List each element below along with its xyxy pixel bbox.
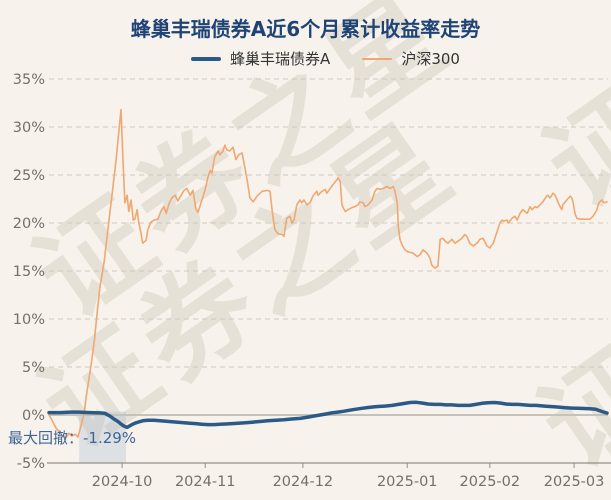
x-tick-label: 2025-02 (460, 474, 521, 490)
series-line-index (48, 108, 608, 439)
legend-label-index: 沪深300 (401, 50, 460, 68)
x-tick-label: 2025-03 (544, 474, 605, 490)
y-tick-label: 35% (13, 72, 45, 88)
x-tick-label: 2024-12 (273, 474, 334, 490)
fund-line-swatch-icon (191, 56, 222, 61)
max-drawdown-annotation: 最大回撤：-1.29% (8, 429, 137, 447)
y-tick-label: 15% (13, 264, 45, 280)
chart-title: 蜂巢丰瑞债券A近6个月累计收益率走势 (130, 17, 481, 41)
x-tick-label: 2024-10 (92, 474, 153, 490)
y-tick-label: -5% (17, 456, 45, 472)
y-tick-label: 0% (22, 408, 45, 424)
x-tick-label: 2025-01 (377, 474, 438, 490)
legend-item-fund[interactable]: 蜂巢丰瑞债券A (191, 48, 330, 69)
index-line-swatch-icon (362, 57, 393, 60)
y-tick-label: 20% (13, 216, 45, 232)
legend-label-fund: 蜂巢丰瑞债券A (230, 50, 331, 68)
chart-legend: 蜂巢丰瑞债券A 沪深300 (0, 48, 611, 69)
y-tick-label: 30% (13, 120, 45, 136)
legend-item-index[interactable]: 沪深300 (362, 48, 460, 69)
x-tick-label: 2024-11 (175, 474, 236, 490)
series-line-fund (47, 400, 609, 430)
y-tick-label: 5% (22, 360, 45, 376)
y-tick-label: 25% (13, 168, 45, 184)
y-tick-label: 10% (13, 312, 45, 328)
